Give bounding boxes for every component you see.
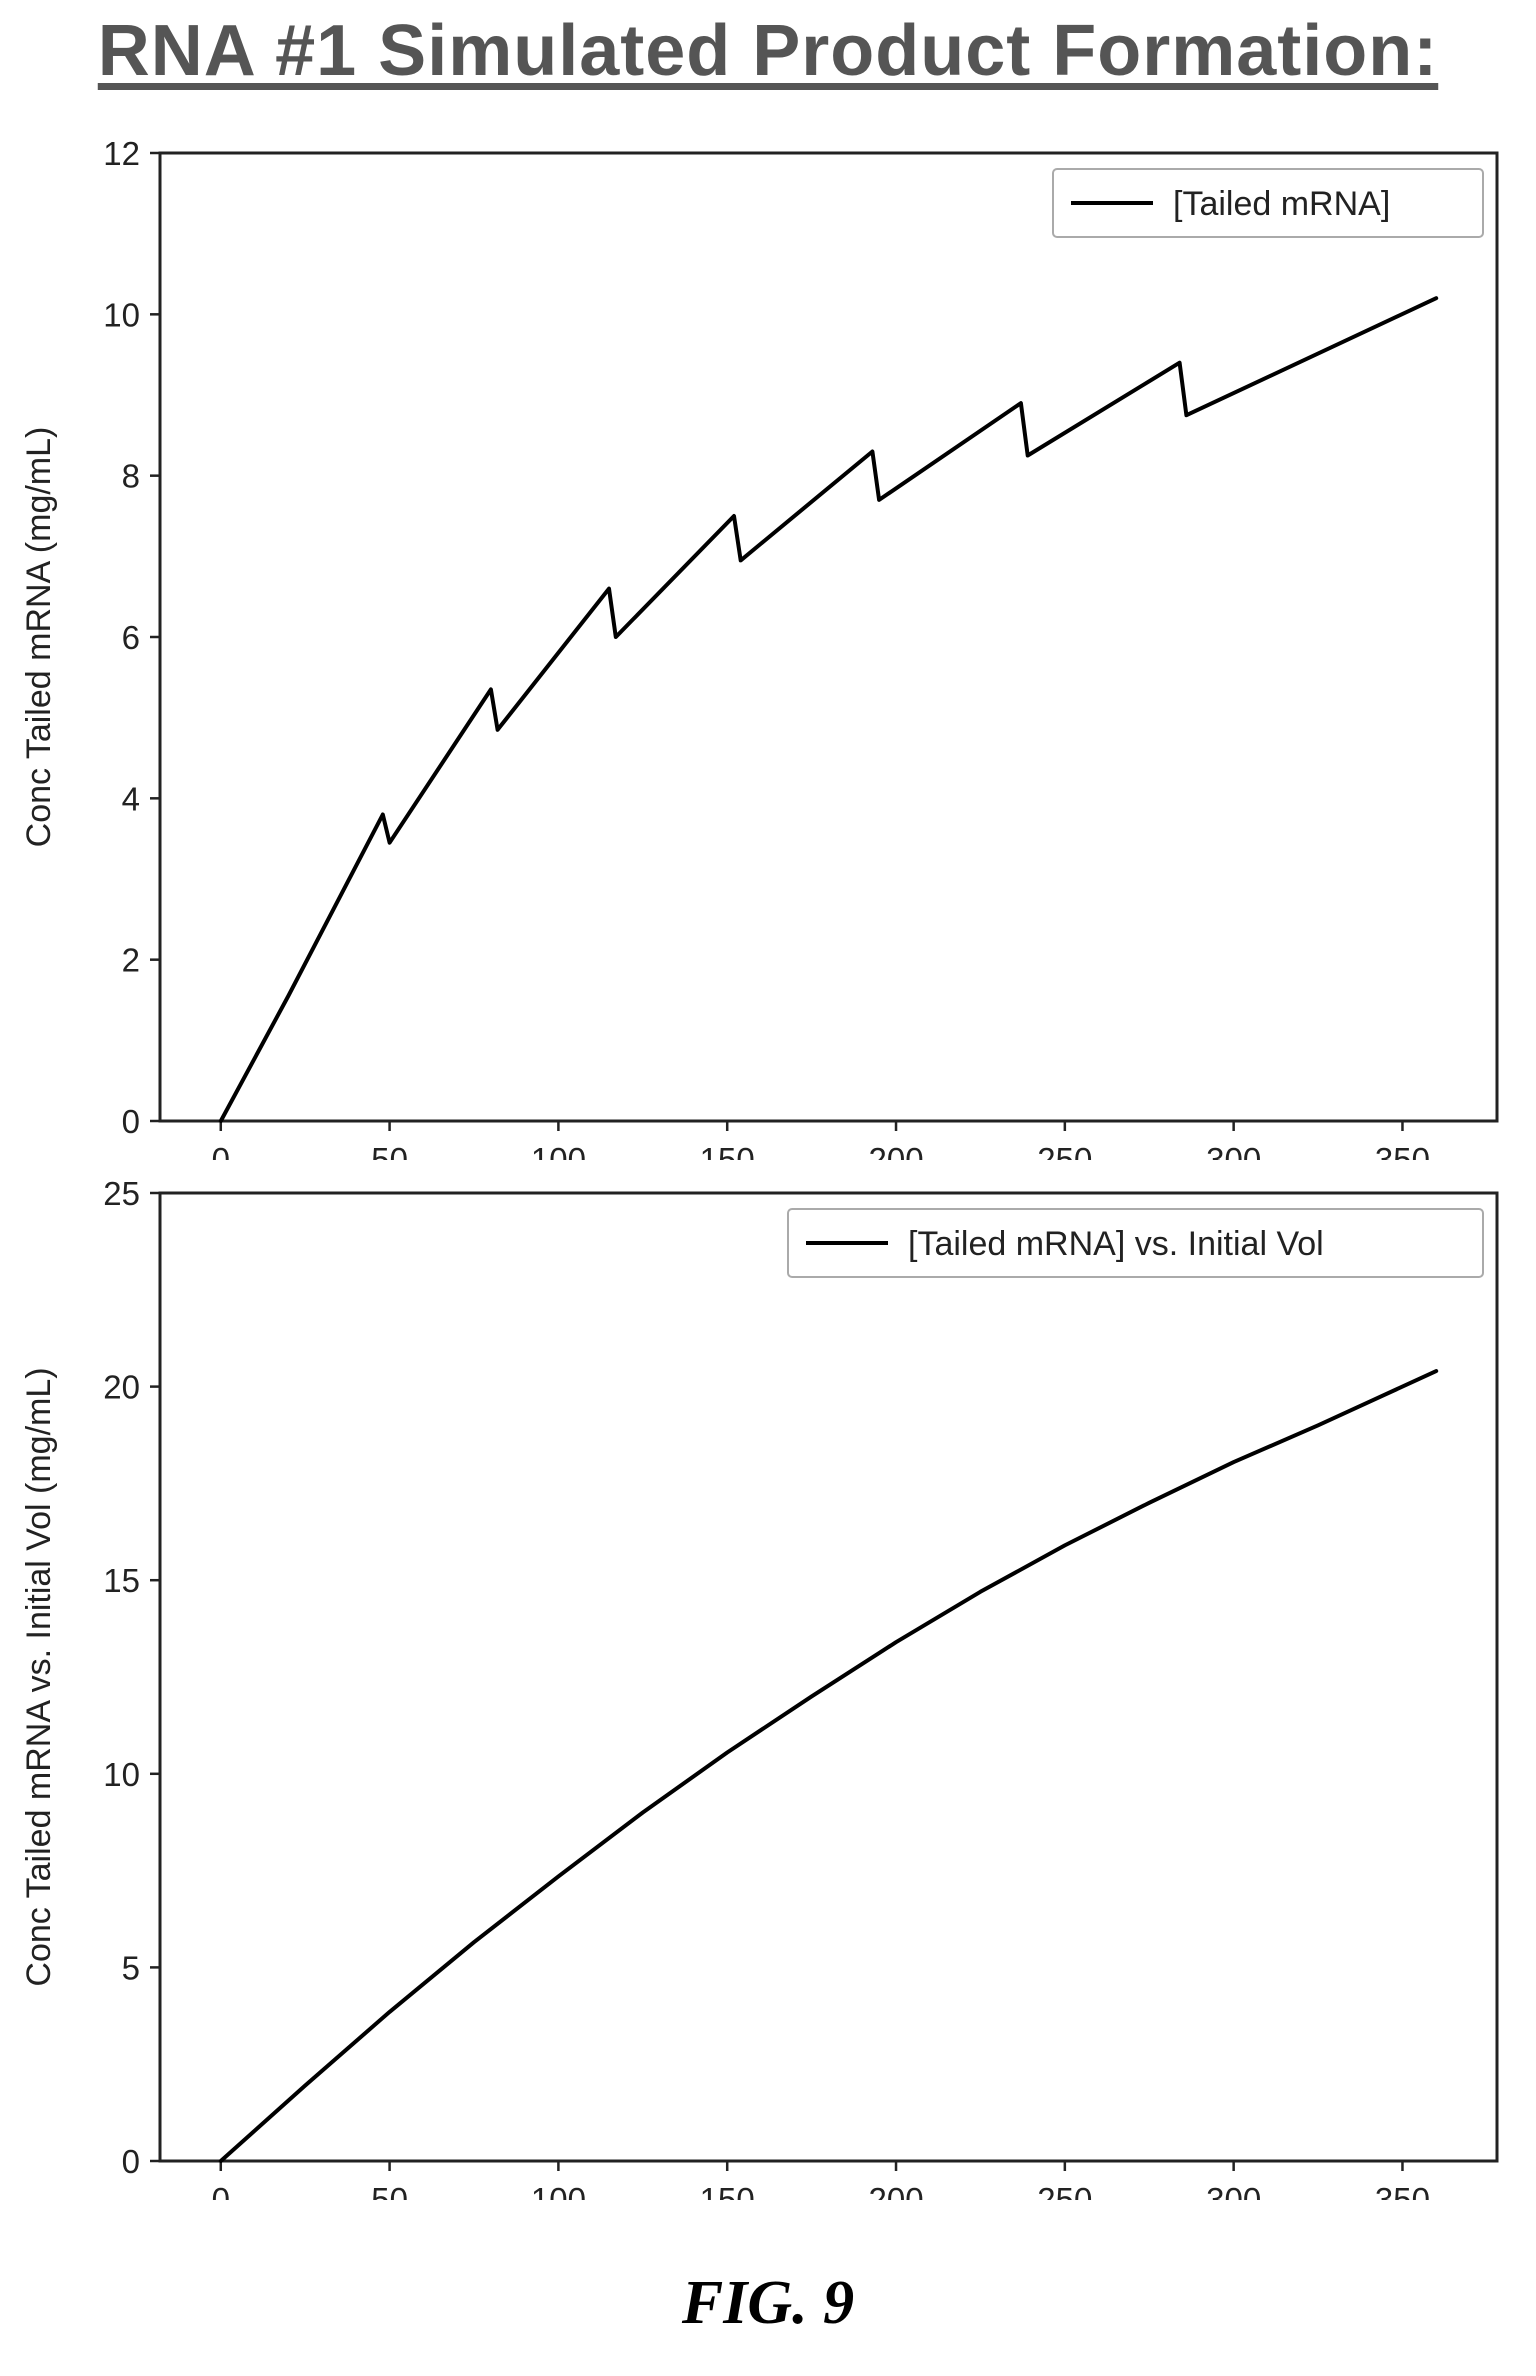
series-line xyxy=(218,1369,1439,2163)
y-tick-label: 8 xyxy=(122,458,140,495)
y-tick-label: 4 xyxy=(122,780,140,817)
x-tick-label: 50 xyxy=(371,1141,408,1160)
y-axis-label: Conc Tailed mRNA (mg/mL) xyxy=(20,427,58,848)
x-tick-label: 350 xyxy=(1375,2181,1430,2200)
legend-entry-label: [Tailed mRNA] vs. Initial Vol xyxy=(908,1225,1324,1263)
legend-entry-label: [Tailed mRNA] xyxy=(1173,185,1390,223)
y-tick-label: 20 xyxy=(103,1369,140,1406)
x-tick-label: 250 xyxy=(1037,1141,1092,1160)
x-tick-label: 50 xyxy=(371,2181,408,2200)
y-tick-label: 15 xyxy=(103,1562,140,1599)
series-line xyxy=(218,296,1439,1123)
legend: [Tailed mRNA] vs. Initial Vol xyxy=(787,1208,1484,1278)
x-tick-label: 0 xyxy=(212,1141,230,1160)
x-tick-label: 100 xyxy=(531,1141,586,1160)
x-tick-label: 200 xyxy=(868,2181,923,2200)
y-tick-label: 2 xyxy=(122,942,140,979)
legend: [Tailed mRNA] xyxy=(1052,168,1484,238)
figure-caption: FIG. 9 xyxy=(681,2269,855,2337)
legend-box xyxy=(787,1208,1484,1278)
plot-frame xyxy=(158,1191,1499,2163)
y-tick-label: 0 xyxy=(122,2143,140,2180)
x-tick-label: 150 xyxy=(700,2181,755,2200)
y-tick-label: 10 xyxy=(103,296,140,333)
x-tick-label: 250 xyxy=(1037,2181,1092,2200)
y-tick-label: 25 xyxy=(103,1175,140,1212)
x-tick-label: 0 xyxy=(212,2181,230,2200)
x-tick-label: 100 xyxy=(531,2181,586,2200)
x-tick-label: 300 xyxy=(1206,2181,1261,2200)
y-tick-label: 12 xyxy=(103,135,140,172)
y-axis-label: Conc Tailed mRNA vs. Initial Vol (mg/mL) xyxy=(20,1367,58,1986)
y-tick-label: 5 xyxy=(122,1949,140,1986)
y-tick-label: 6 xyxy=(122,619,140,656)
y-tick-label: 10 xyxy=(103,1756,140,1793)
plot-frame xyxy=(158,151,1499,1123)
bottom-line-chart: 0501001502002503003500510152025Time (min… xyxy=(20,1175,1499,2200)
x-tick-label: 200 xyxy=(868,1141,923,1160)
page-title: RNA #1 Simulated Product Formation: xyxy=(97,11,1439,91)
x-tick-label: 350 xyxy=(1375,1141,1430,1160)
y-tick-label: 0 xyxy=(122,1103,140,1140)
legend-box xyxy=(1052,168,1484,238)
top-line-chart: 050100150200250300350024681012Time (min)… xyxy=(20,135,1499,1160)
x-tick-label: 150 xyxy=(700,1141,755,1160)
x-tick-label: 300 xyxy=(1206,1141,1261,1160)
